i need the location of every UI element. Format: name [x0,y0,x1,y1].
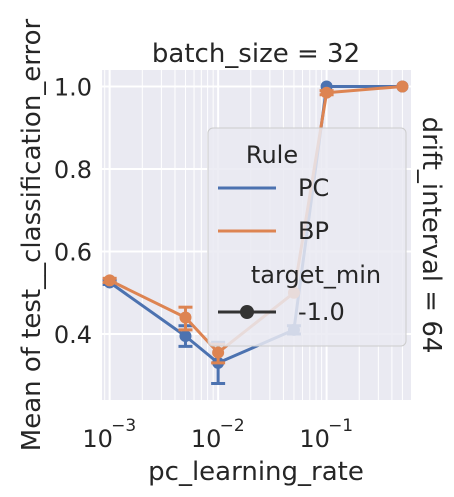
data-point-bp [396,80,409,93]
legend-entry-pc: PC [298,174,329,202]
chart-title: batch_size = 32 [152,39,360,69]
data-point-pc [179,330,192,343]
legend-hue-title: Rule [246,141,298,169]
x-tick-exponent: −2 [220,416,245,436]
y-axis-label: Mean of test__classification_error [17,18,47,451]
legend-style-title: target_min [251,261,381,289]
data-point-bp [212,346,225,359]
y-tick-label: 0.4 [54,321,92,349]
x-tick-label: 10 [82,425,113,453]
x-tick-label: 10 [299,425,330,453]
data-point-bp [179,311,192,324]
legend-entry-bp: BP [298,217,329,245]
x-tick-exponent: −3 [111,416,136,436]
row-label: drift_interval = 64 [416,117,446,354]
data-point-bp [103,274,116,287]
y-tick-label: 1.0 [54,74,92,102]
legend-marker-target-min [240,305,254,319]
legend: Rule PC BP target_min -1.0 [207,127,407,347]
data-point-bp [320,86,333,99]
legend-entry-target-min: -1.0 [298,298,345,326]
x-axis-label: pc_learning_rate [148,457,364,487]
y-tick-label: 0.8 [54,156,92,184]
legend-box [207,127,407,347]
x-tick-label: 10 [191,425,222,453]
x-tick-exponent: −1 [328,416,353,436]
x-ticks: 10−3 10−2 10−1 [82,416,353,453]
y-tick-label: 0.6 [54,239,92,267]
y-ticks: 0.4 0.6 0.8 1.0 [54,74,92,350]
